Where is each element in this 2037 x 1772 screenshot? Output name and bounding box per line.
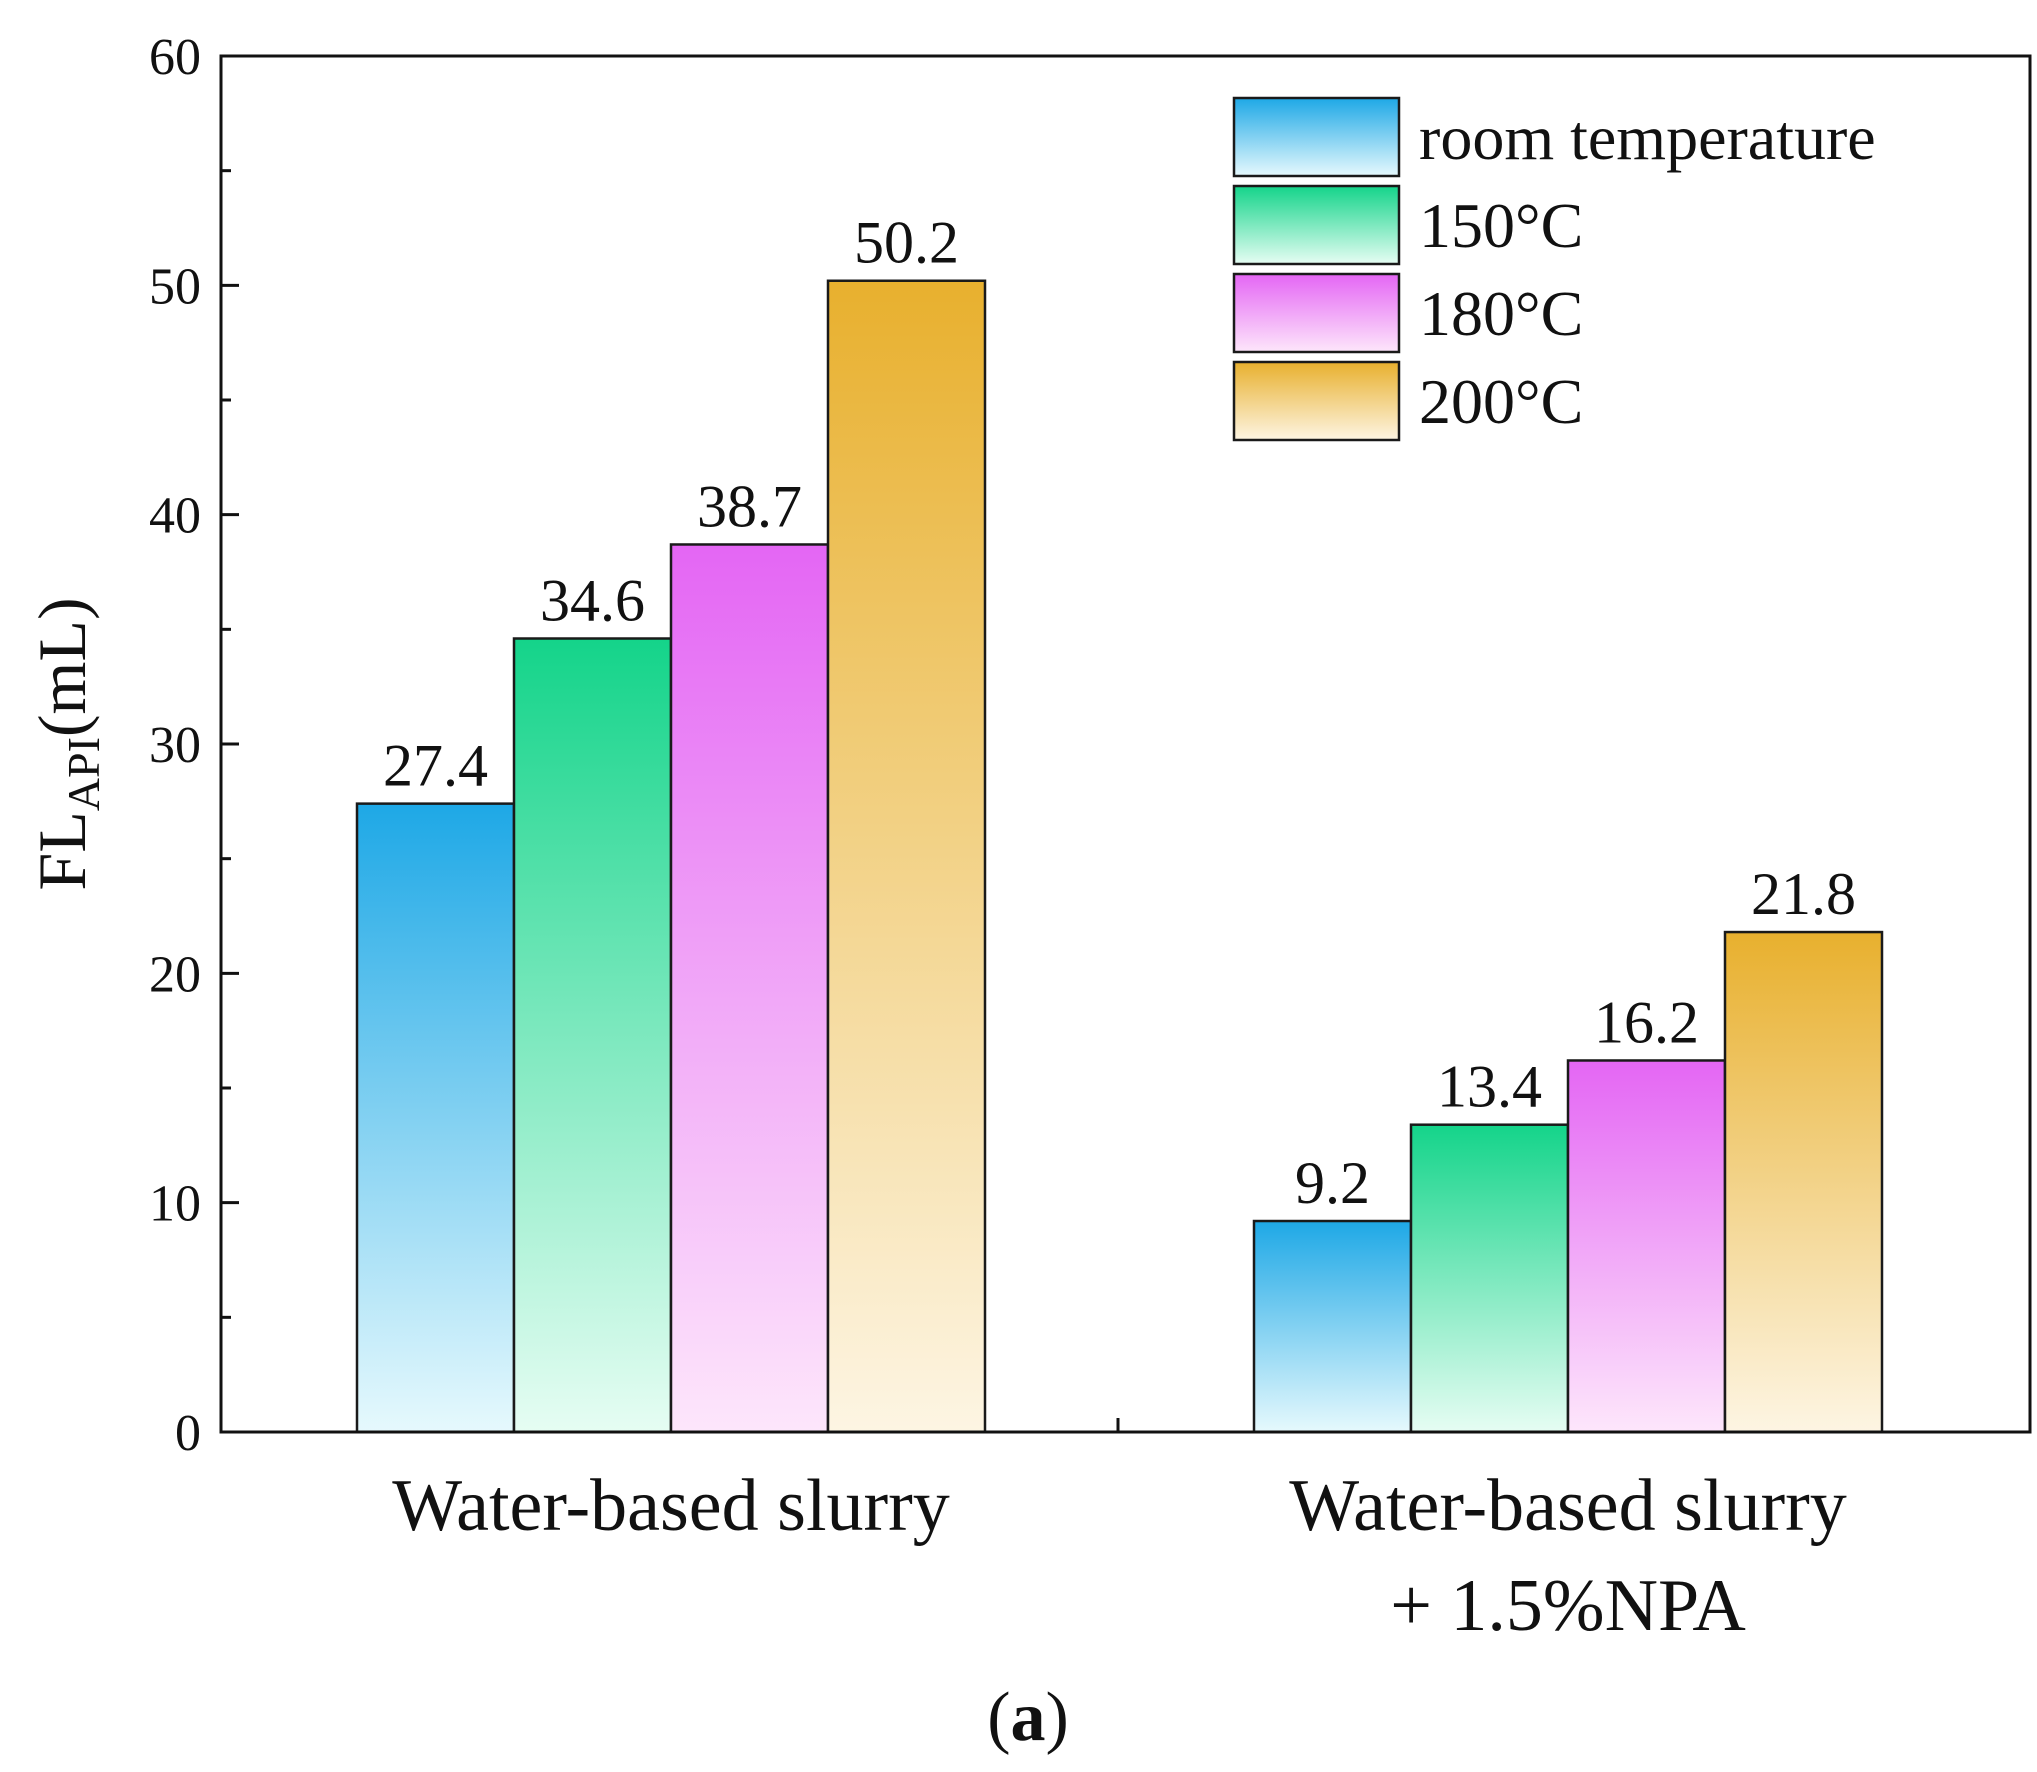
- bar-slurry-npa-series-1: [1409, 1123, 1570, 1434]
- legend: room temperature 150°C 180°C 200°C: [1232, 96, 1876, 442]
- x-category-label: + 1.5%NPA: [1390, 1565, 1746, 1647]
- panel-label-letter: a: [1011, 1679, 1046, 1756]
- data-label: 34.6: [540, 568, 645, 634]
- legend-entry-label: 150°C: [1419, 190, 1583, 261]
- y-axis-title-subscript: API: [58, 737, 109, 811]
- data-label: 38.7: [697, 473, 802, 539]
- y-axis-title-unit: (mL): [24, 597, 100, 737]
- legend-swatch-series-1: [1232, 184, 1401, 266]
- x-category-label: Water-based slurry: [1289, 1465, 1847, 1547]
- y-tick-label: 40: [149, 488, 201, 545]
- bar-slurry-series-1: [512, 637, 673, 1434]
- data-label: 21.8: [1751, 861, 1856, 927]
- y-axis-title-main: FL: [24, 811, 100, 890]
- legend-swatch-series-3: [1232, 360, 1401, 442]
- legend-entry-label: room temperature: [1419, 102, 1876, 173]
- y-axis-title: FLAPI(mL): [24, 597, 109, 890]
- panel-label-open: (: [987, 1679, 1010, 1756]
- labels-layer: 27.4 34.6 38.7 50.2 9.2 13.4 16.2 21.8 0 10 20 30 40…: [24, 29, 1856, 1756]
- data-label: 13.4: [1437, 1054, 1542, 1120]
- panel-label: (a): [987, 1679, 1069, 1756]
- bar-slurry-npa-series-2: [1566, 1059, 1727, 1434]
- bars-layer: [355, 279, 1884, 1434]
- bar-slurry-series-0: [355, 802, 516, 1434]
- data-label: 9.2: [1295, 1150, 1370, 1216]
- data-label: 27.4: [383, 733, 488, 799]
- bar-slurry-npa-series-0: [1252, 1219, 1413, 1434]
- axes-layer: [219, 54, 2032, 1434]
- y-tick-label: 10: [149, 1176, 201, 1233]
- bar-slurry-npa-series-3: [1723, 930, 1884, 1434]
- panel-label-close: ): [1046, 1679, 1069, 1756]
- y-tick-label: 20: [149, 946, 201, 1003]
- legend-entry-label: 200°C: [1419, 366, 1583, 437]
- bar-slurry-series-3: [826, 279, 987, 1434]
- legend-swatch-series-0: [1232, 96, 1401, 178]
- x-category-label: Water-based slurry: [392, 1465, 950, 1547]
- y-tick-label: 50: [149, 258, 201, 315]
- legend-entry-label: 180°C: [1419, 278, 1583, 349]
- y-tick-label: 30: [149, 717, 201, 774]
- bar-slurry-series-2: [669, 543, 830, 1434]
- data-label: 16.2: [1594, 989, 1699, 1055]
- y-tick-label: 0: [175, 1405, 201, 1462]
- legend-swatch-series-2: [1232, 272, 1401, 354]
- data-label: 50.2: [854, 210, 959, 276]
- y-tick-label: 60: [149, 29, 201, 86]
